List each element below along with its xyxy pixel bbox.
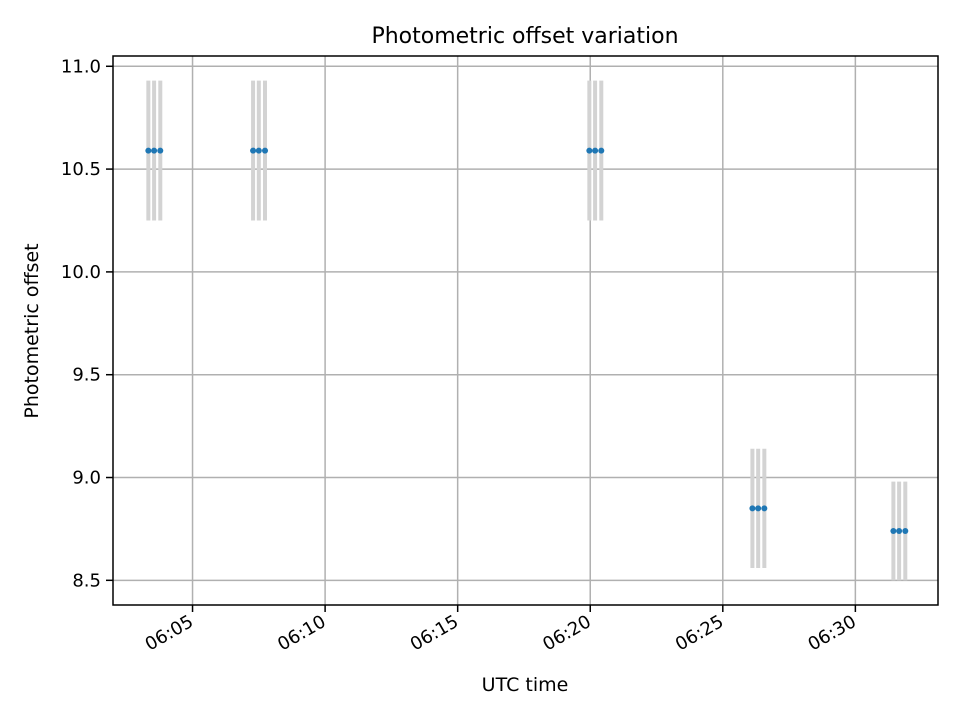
data-point (157, 147, 164, 154)
data-point (598, 147, 605, 154)
data-point (145, 147, 152, 154)
y-tick-label: 9.0 (72, 468, 101, 489)
data-point (262, 147, 269, 154)
data-point (255, 147, 262, 154)
data-point (586, 147, 593, 154)
data-point (151, 147, 158, 154)
y-tick-label: 10.0 (61, 262, 101, 283)
data-point (250, 147, 257, 154)
y-tick-label: 10.5 (61, 159, 101, 180)
y-tick-label: 9.5 (72, 365, 101, 386)
y-tick-label: 11.0 (61, 56, 101, 77)
data-point (902, 527, 909, 534)
data-point (890, 527, 897, 534)
y-axis-label: Photometric offset (21, 243, 43, 418)
data-points (145, 147, 909, 534)
grid-lines (113, 56, 938, 605)
data-point (755, 505, 762, 512)
x-axis-label: UTC time (482, 674, 569, 696)
data-point (592, 147, 599, 154)
data-point (749, 505, 756, 512)
data-point (896, 527, 903, 534)
y-tick-label: 8.5 (72, 570, 101, 591)
data-point (761, 505, 768, 512)
chart-title: Photometric offset variation (371, 24, 678, 49)
plot-frame (112, 55, 939, 606)
